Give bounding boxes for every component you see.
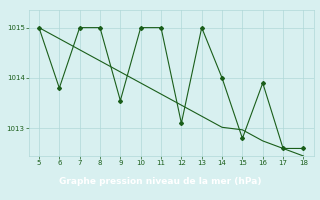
Text: Graphe pression niveau de la mer (hPa): Graphe pression niveau de la mer (hPa)	[59, 178, 261, 186]
